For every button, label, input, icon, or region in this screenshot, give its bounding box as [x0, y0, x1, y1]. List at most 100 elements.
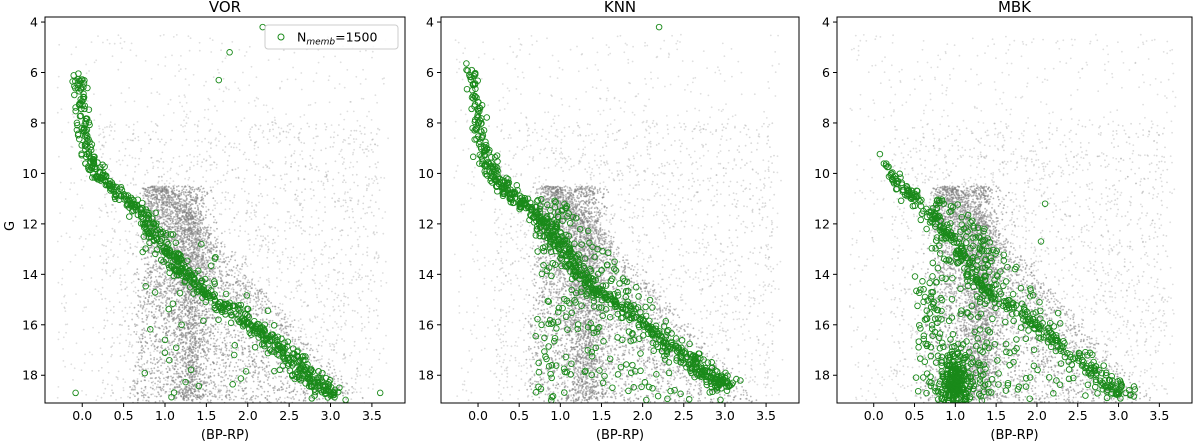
- member-point: [496, 175, 503, 182]
- member-point: [268, 336, 276, 343]
- member-point: [604, 249, 612, 257]
- member-point: [957, 257, 964, 265]
- member-point: [1053, 337, 1060, 344]
- member-point: [296, 367, 304, 375]
- member-point: [567, 253, 574, 261]
- member-point: [928, 321, 936, 329]
- member-point: [594, 325, 601, 332]
- member-point: [1030, 362, 1038, 370]
- member-point: [565, 210, 572, 217]
- member-point: [558, 262, 565, 270]
- member-point: [983, 297, 991, 304]
- member-point: [561, 236, 568, 244]
- member-point: [470, 95, 477, 102]
- member-point: [917, 202, 925, 210]
- member-point: [1092, 378, 1100, 386]
- member-point: [1061, 353, 1069, 361]
- member-point: [961, 390, 968, 398]
- member-point: [929, 259, 937, 267]
- member-point: [1118, 381, 1125, 389]
- member-point: [992, 250, 999, 257]
- member-point: [235, 312, 242, 319]
- member-stars: [463, 23, 744, 403]
- member-point: [567, 371, 574, 378]
- member-point: [1054, 309, 1062, 317]
- member-point: [1018, 300, 1026, 308]
- member-point: [980, 388, 988, 395]
- member-point: [548, 397, 555, 403]
- member-point: [955, 239, 963, 246]
- member-point: [246, 329, 254, 336]
- member-point: [148, 215, 156, 222]
- x-tick-label: 2.5: [279, 408, 299, 423]
- member-point: [504, 175, 512, 183]
- y-tick-label: 12: [418, 216, 434, 231]
- member-point: [957, 400, 964, 403]
- member-point: [324, 383, 332, 391]
- member-point: [985, 344, 993, 352]
- member-point: [1075, 349, 1083, 357]
- member-point: [601, 372, 608, 380]
- member-point: [943, 370, 951, 377]
- member-point: [939, 224, 947, 232]
- x-tick-label: 1.0: [550, 408, 570, 423]
- x-tick-label: 1.5: [986, 408, 1006, 423]
- y-tick-label: 14: [22, 267, 38, 282]
- member-point: [986, 328, 994, 336]
- member-point: [147, 326, 154, 333]
- member-point: [99, 161, 106, 169]
- member-point: [973, 342, 980, 350]
- member-point: [947, 229, 955, 236]
- member-point: [551, 337, 558, 345]
- member-point: [215, 76, 223, 84]
- member-point: [934, 396, 942, 403]
- member-point: [141, 220, 149, 228]
- member-point: [1009, 290, 1017, 298]
- member-point: [568, 256, 575, 264]
- x-tick-label: 2.0: [238, 408, 258, 423]
- member-point: [516, 192, 524, 200]
- member-point: [911, 202, 919, 210]
- member-point: [473, 114, 481, 121]
- member-point: [923, 389, 930, 397]
- member-point: [207, 262, 215, 269]
- member-point: [625, 311, 632, 319]
- member-point: [623, 278, 631, 286]
- member-point: [654, 392, 662, 400]
- member-point: [540, 247, 548, 255]
- member-point: [1037, 238, 1045, 245]
- y-tick-label: 8: [30, 115, 38, 130]
- member-point: [653, 371, 660, 378]
- member-point: [979, 371, 987, 379]
- member-point: [935, 334, 943, 341]
- member-point: [970, 283, 977, 291]
- member-point: [1000, 282, 1007, 290]
- member-point: [669, 342, 676, 349]
- y-tick-label: 10: [22, 166, 38, 181]
- member-point: [562, 353, 570, 361]
- member-point: [110, 185, 117, 193]
- member-point: [933, 201, 940, 208]
- member-point: [561, 295, 568, 303]
- x-tick-label: 2.0: [633, 408, 653, 423]
- member-point: [538, 196, 545, 203]
- member-point: [939, 370, 946, 378]
- member-point: [533, 223, 541, 230]
- member-point: [971, 328, 978, 336]
- member-point: [271, 341, 279, 349]
- member-point: [928, 288, 935, 296]
- member-point: [551, 203, 559, 211]
- member-point: [572, 299, 579, 306]
- member-point: [297, 377, 304, 384]
- member-point: [541, 334, 548, 342]
- member-point: [486, 160, 493, 168]
- member-point: [476, 104, 483, 111]
- member-point: [917, 286, 924, 293]
- x-axis-label: (BP-RP): [596, 428, 644, 443]
- member-point: [243, 292, 251, 299]
- member-point: [668, 330, 675, 337]
- member-point: [981, 276, 989, 284]
- member-point: [468, 94, 476, 101]
- member-point: [120, 191, 128, 198]
- member-point: [960, 354, 967, 362]
